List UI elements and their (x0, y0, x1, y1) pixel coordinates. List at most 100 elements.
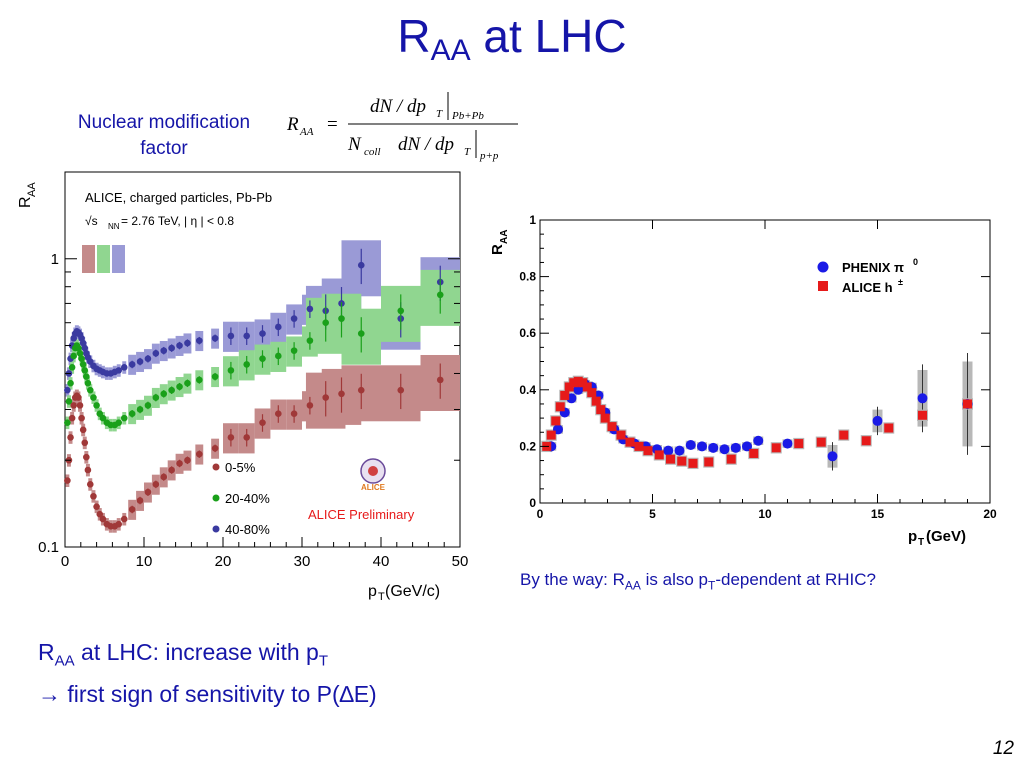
point-0-5-14 (86, 481, 94, 488)
formula-equals: = (327, 114, 338, 135)
legend-label-0-5: 0-5% (225, 460, 256, 475)
legend-label-20-40: 20-40% (225, 491, 270, 506)
raa-formula: R AA = dN / dp T Pb+Pb N coll dN / dp T … (286, 92, 518, 162)
formula-r: R (286, 114, 299, 135)
alice-rhic-point-15 (616, 430, 626, 440)
note-part-e: -dependent at RHIC? (715, 570, 876, 589)
alice-rhic-point-20 (666, 454, 675, 464)
point-40-80-0 (64, 386, 71, 394)
point-20-40-13 (84, 379, 92, 387)
point-0-5-2 (67, 434, 74, 441)
left-xtick-label-50: 50 (452, 553, 469, 570)
alice-rhic-point-21 (677, 456, 687, 466)
formula-numerator: dN / dp (370, 96, 426, 117)
alice-rhic-point-14 (607, 422, 617, 432)
point-20-40-7 (75, 344, 82, 352)
title-subscript: AA (430, 34, 471, 67)
right-xtick-label-20: 20 (983, 507, 997, 521)
left-axes: 0 10 20 30 40 50 0.1 1 (38, 171, 469, 570)
alice-rhic-point-17 (634, 441, 644, 451)
formula-num-bar-sub: Pb+Pb (451, 110, 484, 122)
alice-logo: ALICE (360, 458, 386, 492)
alice-rhic-point-16 (625, 437, 635, 447)
alice-rhic-point-10 (587, 388, 597, 398)
rhic-note: By the way: RAA is also pT-dependent at … (520, 570, 1020, 592)
concl-b: AA (54, 652, 75, 670)
conclusion-text: RAA at LHC: increase with pT → first sig… (38, 636, 377, 710)
point-40-80-10 (79, 339, 87, 347)
legend-label-phenix-sup: 0 (913, 257, 918, 267)
point-0-5-33 (211, 445, 219, 452)
right-ytick-label-0.4: 0.4 (519, 383, 536, 397)
point-20-40-18 (99, 414, 107, 422)
point-0-5-24 (128, 506, 136, 513)
left-data-points (64, 248, 444, 530)
legend-label-40-80: 40-80% (225, 522, 270, 537)
point-20-40-44 (436, 291, 444, 299)
right-xtick-label-15: 15 (871, 507, 885, 521)
point-40-80-25 (136, 358, 144, 365)
point-0-5-15 (90, 492, 97, 500)
point-40-80-22 (115, 367, 123, 374)
point-40-80-42 (357, 261, 365, 269)
right-ytick-label-0.2: 0.2 (519, 439, 536, 453)
phenix-point-15 (674, 445, 685, 456)
alice-rhic-point-28 (816, 437, 826, 447)
point-0-5-9 (78, 414, 85, 422)
note-part-b: AA (624, 578, 641, 593)
left-xlabel-p: p (368, 583, 377, 600)
phenix-point-21 (742, 441, 752, 452)
phenix-point-14 (663, 445, 674, 456)
right-xtick-label-10: 10 (758, 507, 772, 521)
formula-r-sub: AA (299, 126, 314, 138)
point-40-80-26 (144, 355, 152, 363)
phenix-point-23 (782, 438, 793, 449)
point-20-40-10 (79, 361, 87, 368)
point-0-5-35 (243, 434, 250, 441)
point-40-80-24 (128, 361, 136, 368)
alice-rhic-point-29 (839, 430, 849, 440)
alice-raa-chart: 0 10 20 30 40 50 0.1 1 ALICE, charged particles… (17, 171, 469, 603)
concl-c: at LHC: increase with p (74, 639, 319, 665)
right-axes: 0 5 10 15 20 0 0.2 0.4 0.6 0.8 1 (519, 213, 997, 521)
note-part-d: T (707, 578, 716, 593)
rhic-raa-chart: 0 5 10 15 20 0 0.2 0.4 0.6 0.8 1 PHENIX π 0 ALICE … (489, 213, 997, 548)
left-legend: 0-5% 20-40% 40-80% (212, 460, 270, 537)
point-20-40-14 (86, 386, 94, 394)
point-40-80-36 (259, 330, 266, 337)
point-20-40-1 (65, 398, 73, 405)
point-40-80-29 (168, 344, 175, 352)
alice-rhic-point-12 (596, 405, 606, 415)
alice-rhic-point-18 (643, 446, 653, 456)
formula-num-sub: T (436, 108, 443, 120)
point-20-40-27 (152, 394, 160, 401)
alice-rhic-point-9 (582, 382, 592, 392)
point-40-80-23 (120, 364, 128, 371)
right-ylabel-sub: AA (499, 230, 510, 244)
point-0-5-12 (83, 453, 90, 461)
point-0-5-11 (81, 439, 89, 447)
point-0-5-39 (306, 402, 314, 409)
sys-box-20-40 (97, 245, 110, 273)
point-0-5-42 (357, 386, 365, 394)
point-40-80-32 (196, 337, 203, 344)
point-20-40-37 (275, 352, 282, 360)
left-xtick-label-20: 20 (215, 553, 232, 570)
point-20-40-4 (70, 352, 77, 360)
alice-rhic-point-27 (794, 439, 804, 449)
point-20-40-43 (397, 307, 405, 315)
formula-denominator: dN / dp (398, 134, 454, 155)
phenix-point-17 (697, 441, 707, 452)
point-0-5-4 (70, 402, 77, 409)
point-20-40-28 (160, 390, 168, 398)
alice-rhic-point-25 (749, 448, 759, 458)
point-20-40-16 (93, 402, 100, 409)
legend-marker-alice (818, 281, 828, 291)
sys-box-40-80 (112, 245, 125, 273)
left-ytick-label-1: 1 (51, 251, 59, 268)
phenix-point-26 (917, 393, 928, 404)
alice-rhic-point-22 (688, 458, 698, 468)
point-0-5-44 (436, 376, 444, 384)
point-20-40-9 (78, 355, 85, 363)
point-0-5-16 (93, 503, 100, 510)
